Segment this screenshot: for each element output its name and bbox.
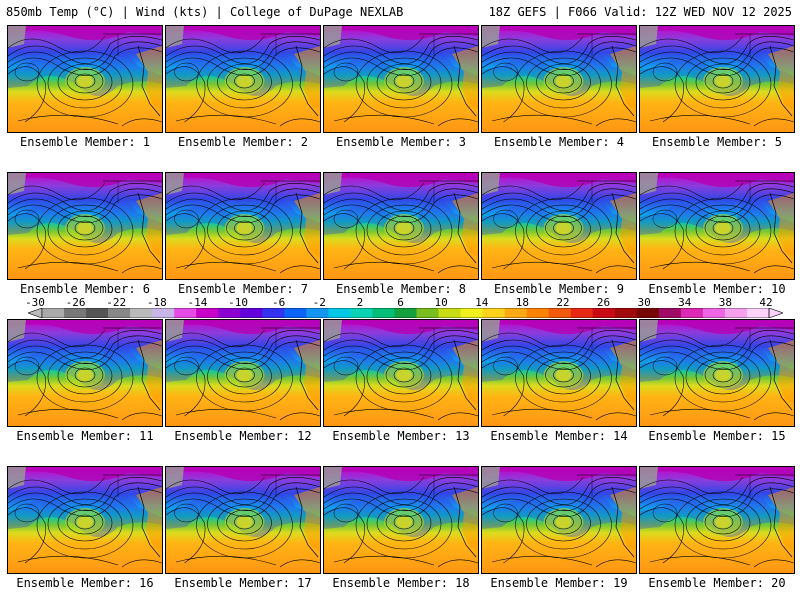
model-run-info: 18Z GEFS | F066 Valid: 12Z WED NOV 12 20… xyxy=(488,5,792,19)
colorbar-segment xyxy=(152,308,175,318)
ensemble-member-label: Ensemble Member: 15 xyxy=(648,429,786,443)
colorbar-tick-label: 6 xyxy=(397,296,404,309)
colorbar-tick-label: 10 xyxy=(434,296,448,309)
colorbar-segment xyxy=(394,308,417,318)
colorbar-tick-label: -26 xyxy=(65,296,86,309)
ensemble-member-label: Ensemble Member: 17 xyxy=(174,576,312,590)
colorbar-segment xyxy=(636,308,660,318)
ensemble-member-map xyxy=(639,25,795,133)
colorbar-tick-label: 38 xyxy=(718,296,732,309)
ensemble-member-label: Ensemble Member: 8 xyxy=(335,282,467,296)
colorbar-tick-label: 30 xyxy=(637,296,651,309)
ensemble-member-label: Ensemble Member: 4 xyxy=(493,135,625,149)
ensemble-member-map xyxy=(323,25,479,133)
ensemble-member-map xyxy=(7,319,163,427)
colorbar-segment xyxy=(416,308,439,318)
ensemble-member-label: Ensemble Member: 3 xyxy=(335,135,467,149)
colorbar-tick-label: -22 xyxy=(106,296,127,309)
colorbar-tick-label: 42 xyxy=(759,296,773,309)
ensemble-member-label: Ensemble Member: 13 xyxy=(332,429,470,443)
ensemble-member-label: Ensemble Member: 11 xyxy=(16,429,154,443)
colorbar-segment xyxy=(372,308,395,318)
colorbar-tick-label: 14 xyxy=(475,296,489,309)
ensemble-member-label: Ensemble Member: 16 xyxy=(16,576,154,590)
colorbar-tick-label: 18 xyxy=(515,296,529,309)
colorbar-labels: -30 -26 -22 -18 -14 -10 -6 -2 2 6 10 14 18 22 26 30 34 38… xyxy=(0,296,800,309)
colorbar-segment xyxy=(196,308,219,318)
ensemble-member-label: Ensemble Member: 14 xyxy=(490,429,628,443)
colorbar-tick-label: -30 xyxy=(25,296,45,309)
colorbar-tick-label: -14 xyxy=(187,296,208,309)
ensemble-member-map xyxy=(165,172,321,280)
colorbar-segment xyxy=(174,308,197,318)
colorbar-segment xyxy=(482,308,505,318)
ensemble-member-label: Ensemble Member: 2 xyxy=(177,135,309,149)
ensemble-member-label: Ensemble Member: 7 xyxy=(177,282,309,296)
ensemble-member-map xyxy=(639,319,795,427)
colorbar-tick-label: 22 xyxy=(556,296,570,309)
colorbar-tick-label: 34 xyxy=(678,296,692,309)
ensemble-member-label: Ensemble Member: 1 xyxy=(19,135,151,149)
ensemble-member-map xyxy=(481,25,637,133)
ensemble-member-map xyxy=(481,172,637,280)
colorbar-segment xyxy=(306,308,329,318)
colorbar-segment xyxy=(570,308,594,318)
colorbar-segment xyxy=(262,308,285,318)
ensemble-member-label: Ensemble Member: 5 xyxy=(651,135,783,149)
colorbar-segment xyxy=(746,308,770,318)
ensemble-member-map xyxy=(165,25,321,133)
ensemble-member-label: Ensemble Member: 12 xyxy=(174,429,312,443)
colorbar-tick-label: 2 xyxy=(356,296,364,309)
colorbar-tick-label: 26 xyxy=(596,296,611,309)
colorbar-segment xyxy=(460,308,483,318)
ensemble-member-map xyxy=(323,172,479,280)
ensemble-member-map xyxy=(481,319,637,427)
map-title: 850mb Temp (°C) | Wind (kts) | College o… xyxy=(6,5,404,19)
ensemble-member-map xyxy=(639,466,795,574)
colorbar-min-arrow xyxy=(28,308,43,318)
ensemble-member-map xyxy=(639,172,795,280)
ensemble-member-map xyxy=(7,466,163,574)
colorbar-segment xyxy=(42,308,65,318)
colorbar-tick-label: -10 xyxy=(228,296,248,309)
colorbar-tick-label: -18 xyxy=(146,296,167,309)
ensemble-member-map xyxy=(7,25,163,133)
colorbar-segment xyxy=(64,308,87,318)
ensemble-member-map xyxy=(323,466,479,574)
colorbar-tick-label: -2 xyxy=(312,296,326,309)
ensemble-member-label: Ensemble Member: 20 xyxy=(648,576,786,590)
ensemble-member-label: Ensemble Member: 9 xyxy=(493,282,625,296)
colorbar-segment xyxy=(614,308,638,318)
ensemble-member-map xyxy=(165,319,321,427)
colorbar-segment xyxy=(284,308,307,318)
colorbar-segment xyxy=(680,308,704,318)
ensemble-member-label: Ensemble Member: 19 xyxy=(490,576,628,590)
ensemble-member-label: Ensemble Member: 18 xyxy=(332,576,470,590)
colorbar-tick-label: -6 xyxy=(272,296,286,309)
ensemble-member-map xyxy=(323,319,479,427)
colorbar-segment xyxy=(592,308,616,318)
colorbar-segment xyxy=(724,308,748,318)
colorbar-segment xyxy=(350,308,373,318)
colorbar-segment xyxy=(86,308,109,318)
colorbar-max-arrow xyxy=(768,308,783,318)
ensemble-member-map xyxy=(481,466,637,574)
colorbar-segment xyxy=(218,308,241,318)
colorbar-segment xyxy=(526,308,549,318)
colorbar-segment xyxy=(548,308,572,318)
colorbar-segment xyxy=(658,308,682,318)
colorbar-segment xyxy=(240,308,263,318)
temperature-colorbar xyxy=(28,308,783,318)
colorbar-segment xyxy=(130,308,153,318)
colorbar-segment xyxy=(504,308,527,318)
colorbar-segment xyxy=(328,308,351,318)
ensemble-member-map xyxy=(165,466,321,574)
colorbar-segment xyxy=(702,308,726,318)
ensemble-member-label: Ensemble Member: 10 xyxy=(648,282,786,296)
ensemble-member-map xyxy=(7,172,163,280)
ensemble-member-label: Ensemble Member: 6 xyxy=(19,282,151,296)
colorbar-segment xyxy=(108,308,131,318)
colorbar-segment xyxy=(438,308,461,318)
